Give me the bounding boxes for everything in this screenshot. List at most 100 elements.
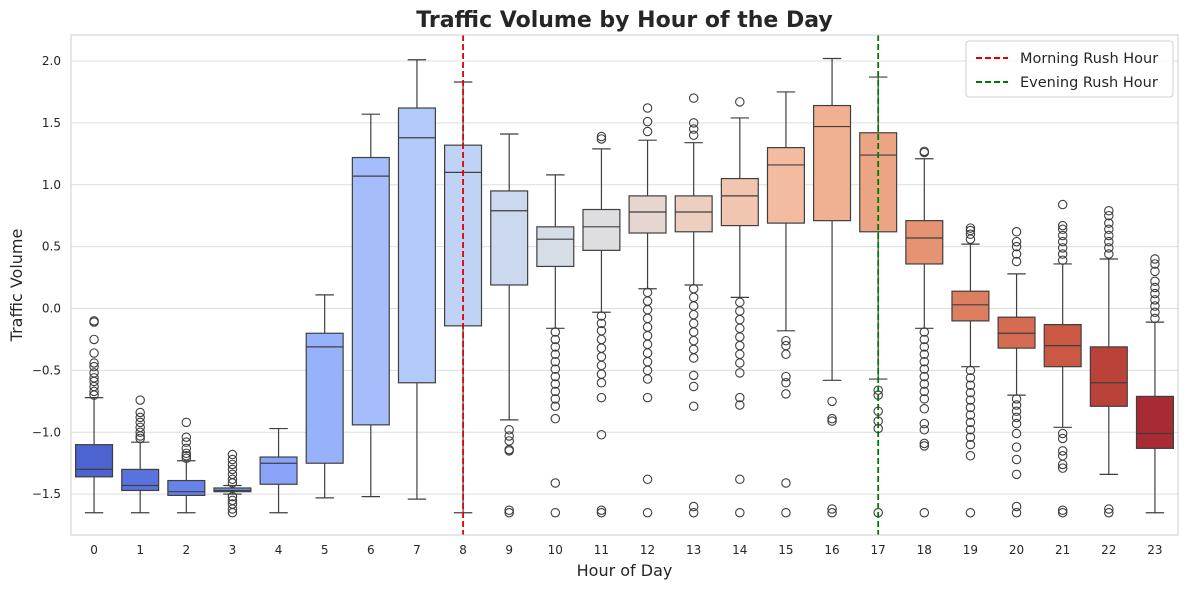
x-tick-label: 5 [321,543,329,557]
outlier-point [1150,313,1160,324]
outlier-point [596,430,607,440]
outlier-point [1011,256,1022,267]
outlier-point [919,386,930,397]
outlier-point [688,401,699,412]
outlier-point [1057,428,1068,439]
x-tick-label: 15 [778,543,793,557]
outlier-point [1011,236,1022,247]
x-tick-label: 16 [824,543,839,557]
outlier-point [89,376,99,387]
y-tick-label: 0.5 [42,240,61,254]
outlier-point [688,507,699,518]
y-tick-label: −1.0 [32,425,61,439]
outlier-point [827,396,837,407]
outlier-point [965,225,976,236]
x-tick-label: 3 [229,543,237,557]
outlier-point [181,451,192,461]
outlier-point [227,449,238,460]
outlier-point [227,464,238,475]
outlier-point [735,400,745,410]
box-iqr [167,479,206,496]
outlier-point [965,395,976,405]
outlier-point [550,478,561,488]
box-iqr [536,226,575,268]
outlier-point [1150,266,1160,277]
outlier-point [827,507,837,518]
outlier-point [550,401,561,412]
y-tick-label: −0.5 [32,363,61,377]
box-iqr [1135,395,1174,449]
outlier-point [1057,220,1068,231]
outlier-point [227,507,238,518]
outlier-point [965,451,976,461]
outlier-point [827,504,837,514]
outlier-point [642,103,653,113]
outlier-point [596,131,607,142]
outlier-point [642,392,653,403]
x-tick-label: 18 [917,543,932,557]
plot-frame [70,34,1179,536]
outlier-point [89,348,99,358]
x-tick-label: 20 [1009,543,1024,557]
y-tick-label: 1.0 [42,178,61,192]
box-iqr [305,332,344,464]
outlier-point [596,505,607,515]
box-hour-5 [305,294,344,499]
x-tick-labels: 0 1 2 3 4 5 6 7 8 9 10 11 12 13 14 15 16 17 18 19 20 21 22 23 [90,543,1162,557]
outlier-point [965,402,976,413]
x-tick-label: 9 [505,543,513,557]
outlier-point [1011,400,1022,410]
x-axis-label: Hour of Day [577,561,673,580]
x-tick-label: 21 [1055,543,1070,557]
outlier-point [1057,236,1068,247]
outlier-point [89,317,99,327]
box-hour-6 [351,113,390,498]
outlier-point [227,454,238,465]
x-tick-label: 0 [90,543,98,557]
legend-box [965,40,1174,98]
outlier-point [135,427,145,438]
outlier-point [919,342,930,352]
x-tick-label: 12 [640,543,655,557]
outlier-point [919,404,930,414]
legend-label-evening: Evening Rush Hour [1020,75,1158,91]
outlier-point [919,394,930,404]
outlier-point [596,318,607,329]
outlier-point [919,327,930,337]
outlier-point [965,223,976,233]
outlier-point [550,394,561,404]
outlier-point [873,385,883,395]
outlier-point [735,392,745,403]
outlier-point [596,392,607,403]
x-tick-label: 14 [732,543,747,557]
y-tick-label: 2.0 [42,54,61,68]
outlier-point [1150,295,1160,305]
x-tick-label: 7 [413,543,421,557]
outlier-point [1057,459,1068,470]
outlier-point [688,93,699,103]
outlier-point [1104,243,1114,253]
box-iqr [766,147,805,224]
x-tick-label: 6 [367,543,375,557]
outlier-point [965,365,976,376]
outlier-point [181,417,192,428]
outlier-point [504,507,514,518]
outlier-point [1057,255,1068,265]
box-iqr [213,487,252,493]
outlier-point [965,373,976,383]
outlier-point [781,478,791,488]
x-tick-label: 23 [1147,543,1162,557]
outlier-point [89,386,99,397]
x-tick-label: 10 [548,543,563,557]
legend-label-morning: Morning Rush Hour [1020,51,1158,67]
outlier-point [1150,254,1160,264]
outlier-point [550,342,561,352]
box-hour-3 [213,449,252,518]
outlier-point [965,417,976,428]
box-hour-7 [397,59,436,500]
outlier-point [181,437,192,447]
outlier-point [781,507,791,518]
outlier-point [1057,249,1068,259]
outlier-point [642,374,653,384]
x-tick-label: 1 [136,543,144,557]
